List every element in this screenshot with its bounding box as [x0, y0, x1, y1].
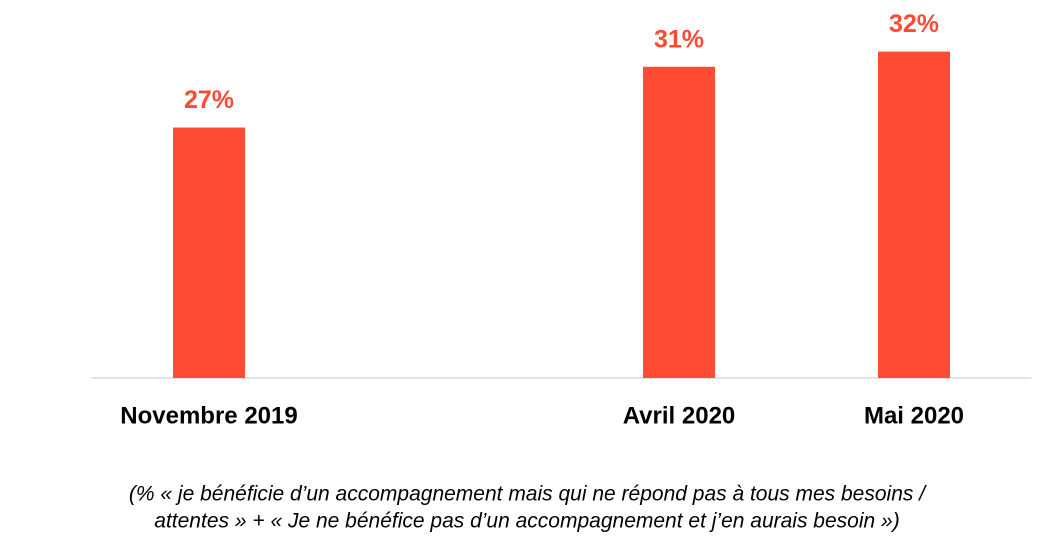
footnote: attentes » + « Je ne bénéfice pas d’un a…	[154, 510, 899, 533]
bar	[173, 127, 245, 379]
x-tick-label: Novembre 2019	[120, 402, 297, 429]
value-label: 27%	[184, 86, 234, 114]
bar	[643, 66, 715, 379]
x-tick-label: Mai 2020	[864, 402, 964, 429]
value-label: 31%	[654, 25, 704, 53]
x-tick-label: Avril 2020	[623, 402, 736, 429]
value-label: 32%	[889, 10, 939, 38]
footnote: (% « je bénéficie d’un accompagnement ma…	[129, 483, 927, 506]
bar	[878, 51, 950, 379]
